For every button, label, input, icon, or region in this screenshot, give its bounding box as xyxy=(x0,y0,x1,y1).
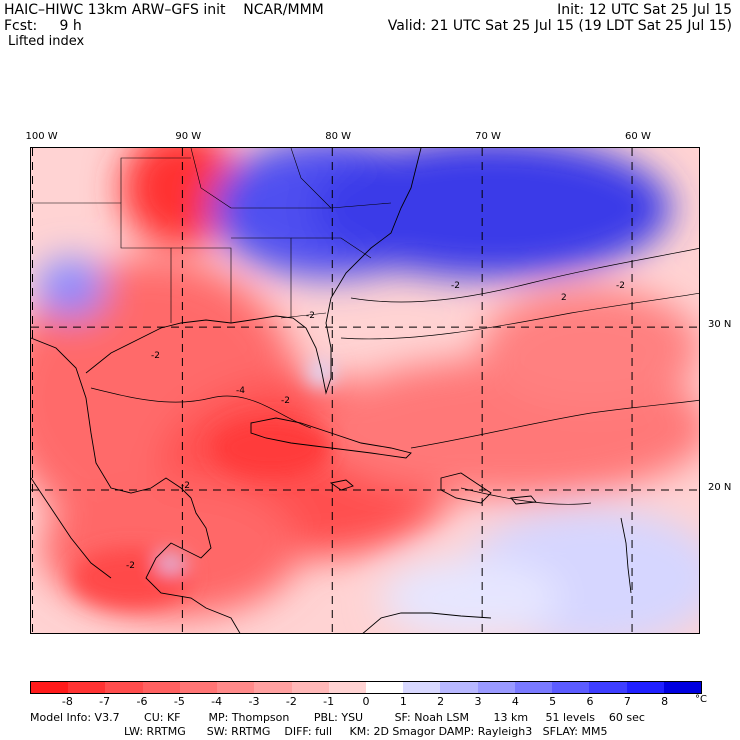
contour-label: -2 xyxy=(616,281,625,291)
contour-labels: -2 -2 -2 -2 -4 -2 -2 2 -2 xyxy=(126,281,625,571)
colorbar-segment xyxy=(403,682,441,693)
colorbar-tick-label: -5 xyxy=(173,695,185,708)
latitude-label: 30 N xyxy=(708,319,732,331)
longitude-label: 60 W xyxy=(625,131,651,142)
field-atlantic-coast-positive xyxy=(311,148,671,278)
colorbar-segment xyxy=(254,682,292,693)
colorbar xyxy=(30,681,702,694)
lesser-antilles xyxy=(620,517,632,594)
colorbar-tick-label: 2 xyxy=(437,695,445,708)
colorbar-tick-label: -3 xyxy=(248,695,260,708)
colorbar-tick-label: -6 xyxy=(136,695,148,708)
field-atlantic-north-negative xyxy=(481,288,699,408)
colorbar-tick-label: 8 xyxy=(661,695,669,708)
colorbar-tick-label: 1 xyxy=(399,695,407,708)
cuba xyxy=(250,417,412,459)
contour-label: -2 xyxy=(451,281,460,291)
colorbar-tick-label: -4 xyxy=(211,695,223,708)
contour-label: -2 xyxy=(126,561,135,571)
state-border-ar-la xyxy=(171,247,232,323)
colorbar-tick-label: -7 xyxy=(99,695,111,708)
contour-atlantic-south xyxy=(410,399,699,449)
contour-lines xyxy=(90,248,699,505)
state-border-va-ky xyxy=(290,148,332,209)
colorbar-segment xyxy=(328,682,366,693)
latitude-label: 20 N xyxy=(708,482,732,494)
valid-time: Valid: 21 UTC Sat 25 Jul 15 (19 LDT Sat … xyxy=(387,18,732,34)
colorbar-segment xyxy=(440,682,478,693)
contour-label: -2 xyxy=(281,396,290,406)
state-borders xyxy=(31,148,392,323)
field-southern-caribbean-positive xyxy=(381,558,561,633)
longitude-label: 100 W xyxy=(25,131,58,142)
colorbar-tick-label: 0 xyxy=(362,695,370,708)
colorbar-tick-label: -8 xyxy=(61,695,73,708)
contour-caribbean xyxy=(460,487,592,505)
contour-label: -4 xyxy=(236,386,245,396)
coastlines xyxy=(31,148,632,633)
colorbar-segment xyxy=(105,682,143,693)
colorbar-segment xyxy=(291,682,329,693)
init-time: Init: 12 UTC Sat 25 Jul 15 xyxy=(557,2,732,18)
map-canvas: -2 -2 -2 -2 -4 -2 -2 2 -2 xyxy=(31,148,699,633)
mexico-pacific-coast xyxy=(31,477,112,579)
contour-minus-two-north xyxy=(340,292,699,340)
field-name: Lifted index xyxy=(8,34,85,49)
model-info-line1: Model Info: V3.7 CU: KF MP: Thompson PBL… xyxy=(30,711,645,724)
colorbar-segment xyxy=(68,682,106,693)
colorbar-tick-label: 5 xyxy=(549,695,557,708)
colorbar-tick-label: -1 xyxy=(323,695,335,708)
state-border-tx-ok xyxy=(31,202,172,323)
colorbar-tick-label: 7 xyxy=(623,695,631,708)
field-cuba-core xyxy=(211,418,331,478)
colorbar-tick-label: 6 xyxy=(586,695,594,708)
longitude-label: 90 W xyxy=(175,131,202,142)
contour-label: -2 xyxy=(306,311,315,321)
colorbar-segment xyxy=(142,682,180,693)
us-gulf-atlantic-coast xyxy=(85,148,422,395)
state-border-ks xyxy=(120,157,191,203)
longitude-label: 80 W xyxy=(325,131,352,142)
colorbar-segment xyxy=(589,682,627,693)
state-border-fl-ga xyxy=(280,312,327,319)
colorbar-segment xyxy=(31,682,69,693)
field-midwest-negative xyxy=(121,148,241,248)
field-florida-cell xyxy=(307,359,335,387)
field-texas-positive xyxy=(36,258,106,318)
state-border-mo-ky xyxy=(190,148,232,209)
model-info-line2: LW: RRTMG SW: RRTMG DIFF: full KM: 2D Sm… xyxy=(124,725,608,738)
state-border-ga-sc xyxy=(291,237,372,259)
model-title: HAIC–HIWC 13km ARW–GFS init NCAR/MMM xyxy=(4,2,324,18)
map-panel: -2 -2 -2 -2 -4 -2 -2 2 -2 xyxy=(30,147,700,634)
colorbar-segment xyxy=(477,682,515,693)
colorbar-segment xyxy=(626,682,664,693)
contour-gulf xyxy=(90,387,312,429)
central-america-coast xyxy=(145,497,241,633)
lat-lon-grid xyxy=(31,148,699,633)
field-honduras-cell xyxy=(157,555,185,571)
contour-zero-north xyxy=(350,248,699,303)
lifted-index-field xyxy=(31,148,699,633)
contour-label: -2 xyxy=(151,351,160,361)
colorbar-segment xyxy=(514,682,553,693)
colorbar-tick-label: -2 xyxy=(285,695,297,708)
jamaica xyxy=(329,479,354,491)
contour-label: -2 xyxy=(181,481,190,491)
south-america-coast xyxy=(362,612,492,633)
colorbar-segment xyxy=(217,682,255,693)
longitude-label: 70 W xyxy=(475,131,501,142)
contour-label: 2 xyxy=(561,293,567,303)
colorbar-tick-label: 3 xyxy=(474,695,482,708)
colorbar-segment xyxy=(179,682,218,693)
colorbar-tick-label: 4 xyxy=(511,695,519,708)
forecast-hour: Fcst: 9 h xyxy=(4,18,82,34)
colorbar-segment xyxy=(663,682,701,693)
colorbar-segment xyxy=(552,682,590,693)
mexico-gulf-coast xyxy=(31,337,192,499)
colorbar-segment xyxy=(365,682,404,693)
hispaniola xyxy=(440,472,492,504)
colorbar-unit: °C xyxy=(695,694,707,705)
